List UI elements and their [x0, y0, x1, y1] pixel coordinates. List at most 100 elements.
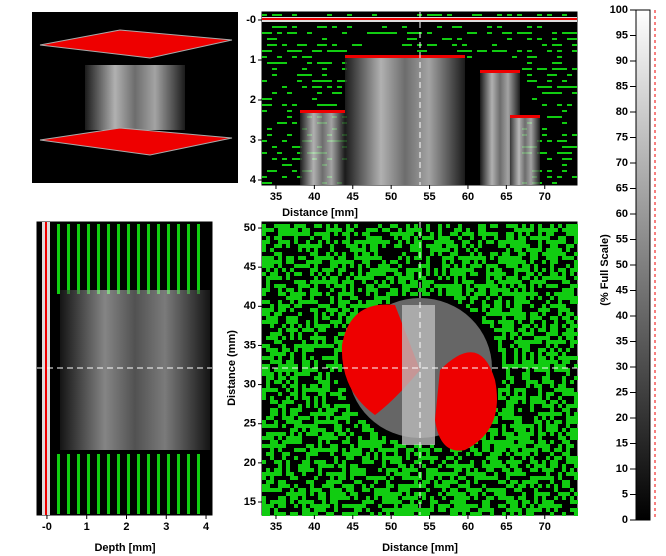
- texture: [502, 240, 506, 244]
- texture: [538, 436, 542, 440]
- texture: [510, 115, 540, 185]
- texture: [506, 248, 510, 252]
- texture: [326, 404, 330, 408]
- texture: [298, 488, 302, 492]
- texture: [494, 416, 498, 420]
- texture: [266, 484, 270, 488]
- texture: [422, 512, 426, 516]
- texture: [522, 504, 526, 508]
- texture: [526, 500, 530, 504]
- texture: [494, 312, 498, 316]
- texture: [506, 240, 510, 244]
- texture: [467, 50, 472, 52]
- texture: [167, 284, 170, 289]
- texture: [550, 264, 554, 268]
- texture: [574, 224, 578, 228]
- texture: [538, 336, 542, 340]
- texture: [197, 459, 200, 464]
- texture: [107, 509, 110, 514]
- texture: [426, 224, 430, 228]
- texture: [298, 224, 302, 228]
- texture: [266, 348, 270, 352]
- texture: [332, 44, 337, 46]
- texture: [67, 504, 70, 509]
- texture: [514, 400, 518, 404]
- texture: [538, 340, 542, 344]
- texture: [350, 476, 354, 480]
- texture: [398, 508, 402, 512]
- texture: [382, 264, 386, 268]
- texture: [470, 232, 474, 236]
- texture: [262, 272, 266, 276]
- texture: [270, 260, 274, 264]
- texture: [542, 236, 546, 240]
- texture: [526, 232, 530, 236]
- texture: [342, 492, 346, 496]
- texture: [302, 352, 306, 356]
- texture: [522, 472, 526, 476]
- texture: [127, 224, 130, 229]
- texture: [287, 50, 292, 52]
- texture: [434, 456, 438, 460]
- texture: [297, 74, 302, 76]
- texture: [498, 504, 502, 508]
- texture: [358, 276, 362, 280]
- texture: [342, 464, 346, 468]
- texture: [282, 500, 286, 504]
- texture: [298, 300, 302, 304]
- texture: [534, 264, 538, 268]
- texture: [506, 260, 510, 264]
- texture: [342, 512, 346, 516]
- texture: [300, 110, 345, 113]
- texture: [270, 444, 274, 448]
- texture: [346, 224, 350, 228]
- texture: [358, 304, 362, 308]
- texture: [262, 50, 267, 52]
- texture: [270, 400, 274, 404]
- texture: [338, 344, 342, 348]
- texture: [327, 86, 332, 88]
- texture: [478, 508, 482, 512]
- texture: [546, 392, 550, 396]
- texture: [527, 38, 532, 40]
- texture: [482, 464, 486, 468]
- texture: [290, 496, 294, 500]
- texture: [522, 268, 526, 272]
- texture: [394, 260, 398, 264]
- texture: [562, 408, 566, 412]
- texture: [298, 432, 302, 436]
- texture: [552, 92, 557, 94]
- texture: [266, 480, 270, 484]
- texture: [310, 272, 314, 276]
- texture: [262, 496, 266, 500]
- texture: [462, 264, 466, 268]
- texture: [546, 456, 550, 460]
- texture: [567, 32, 572, 34]
- texture: [177, 229, 180, 234]
- texture: [262, 444, 266, 448]
- texture: [562, 296, 566, 300]
- texture: [274, 412, 278, 416]
- texture: [274, 468, 278, 472]
- texture: [566, 456, 570, 460]
- texture: [366, 284, 370, 288]
- texture: [502, 364, 506, 368]
- texture: [326, 504, 330, 508]
- texture: [506, 508, 510, 512]
- texture: [514, 468, 518, 472]
- texture: [117, 469, 120, 474]
- texture: [266, 336, 270, 340]
- texture: [470, 448, 474, 452]
- texture: [534, 496, 538, 500]
- texture: [266, 452, 270, 456]
- texture: [334, 264, 338, 268]
- texture: [478, 472, 482, 476]
- texture: [574, 500, 578, 504]
- texture: [67, 484, 70, 489]
- texture: [398, 492, 402, 496]
- texture: [506, 460, 510, 464]
- texture: [572, 176, 577, 178]
- texture: [314, 488, 318, 492]
- texture: [446, 504, 450, 508]
- texture: [310, 424, 314, 428]
